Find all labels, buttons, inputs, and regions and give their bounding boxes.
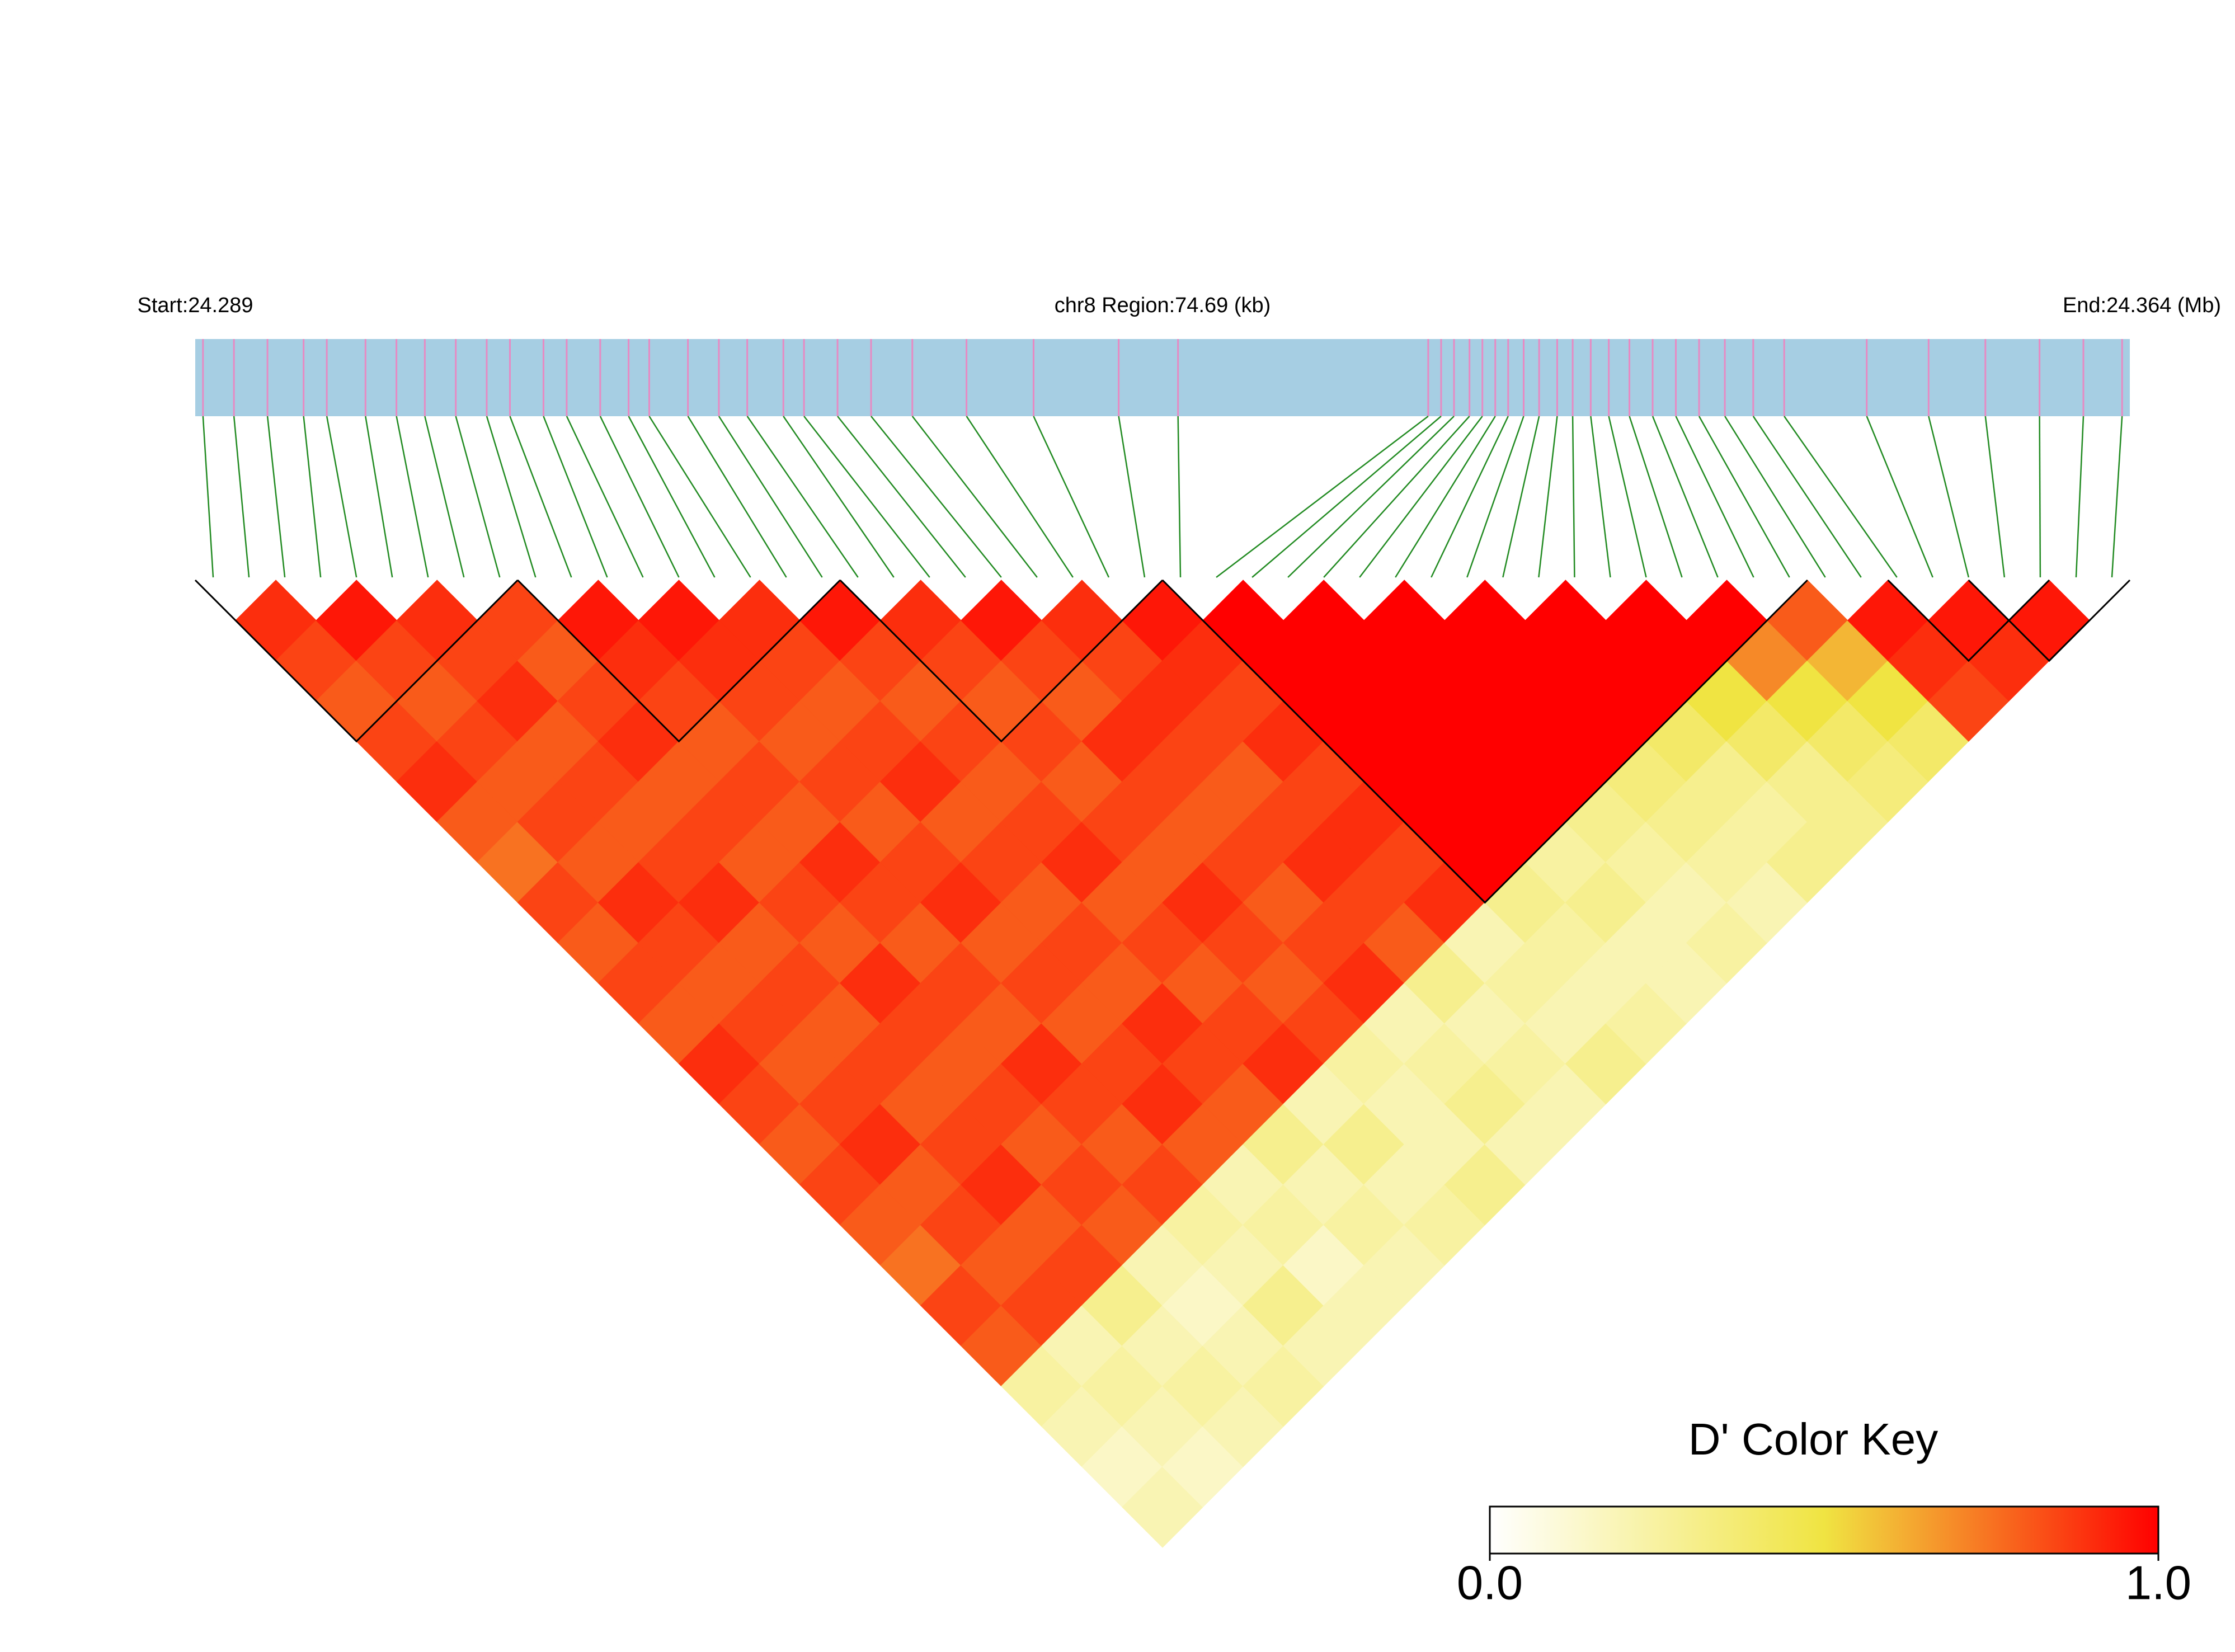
snp-connector: [566, 416, 644, 578]
snp-connector: [424, 416, 465, 578]
snp-connector: [326, 416, 357, 578]
snp-connector: [1984, 416, 2006, 578]
snp-connector: [1651, 416, 1719, 578]
snp-connector: [746, 416, 859, 578]
snp-connector: [1571, 416, 1575, 578]
start-label: Start:24.289: [137, 294, 253, 317]
snp-connector: [1784, 416, 1898, 578]
snp-connector: [2111, 416, 2123, 578]
snp-connector: [1608, 416, 1647, 578]
end-label: End:24.364 (Mb): [2063, 294, 2221, 317]
ld-block: [1968, 579, 2131, 662]
snp-connector: [1629, 416, 1683, 578]
snp-connector: [1251, 416, 1442, 578]
snp-connector: [1928, 416, 1970, 578]
ld-block: [517, 579, 841, 743]
snp-connector: [599, 416, 680, 578]
snp-connector: [1502, 416, 1540, 578]
snp-connector: [966, 416, 1074, 578]
snp-connector: [233, 416, 250, 578]
snp-connector: [1538, 416, 1558, 578]
snp-connector: [911, 416, 1038, 578]
snp-connector: [628, 416, 716, 578]
snp-connector: [1216, 416, 1429, 578]
snp-connector: [1866, 416, 1933, 578]
ld-block: [1887, 579, 2050, 662]
snp-connector: [803, 416, 930, 578]
snp-connector: [509, 416, 572, 578]
region-label: chr8 Region:74.69 (kb): [1055, 294, 1271, 317]
snp-connector: [871, 416, 1002, 578]
key-tick-label: 0.0: [1457, 1556, 1523, 1609]
snp-connector: [1323, 416, 1470, 578]
snp-connector: [303, 416, 322, 578]
snp-connector: [486, 416, 537, 578]
snp-connector: [1287, 416, 1455, 578]
snp-connector: [266, 416, 286, 578]
snp-connector: [2075, 416, 2085, 578]
snp-connector: [1698, 416, 1790, 578]
snp-connector: [1466, 416, 1524, 578]
ld-block: [194, 579, 519, 743]
snp-connector: [202, 416, 214, 578]
snp-connector: [1724, 416, 1826, 578]
snp-connector: [1359, 416, 1483, 578]
snp-connector: [1118, 416, 1146, 578]
snp-connector: [365, 416, 393, 578]
snp-connector: [455, 416, 501, 578]
snp-connector: [1752, 416, 1862, 578]
key-title: D' Color Key: [1688, 1414, 1938, 1464]
snp-connector: [1033, 416, 1110, 578]
position-bar: [195, 339, 2130, 416]
ld-block: [839, 579, 1164, 743]
ld-block: [1161, 579, 1808, 904]
snp-connector: [837, 416, 966, 578]
key-tick-label: 1.0: [2125, 1556, 2191, 1609]
snp-connector: [543, 416, 608, 578]
snp-connector: [1177, 416, 1182, 578]
color-key: [1489, 1505, 2159, 1555]
snp-connector: [1590, 416, 1611, 578]
snp-connector: [396, 416, 429, 578]
snp-connector: [1431, 416, 1509, 578]
snp-connector: [648, 416, 751, 578]
snp-connector: [1675, 416, 1754, 578]
snp-connector: [718, 416, 823, 578]
snp-connector: [1395, 416, 1496, 578]
snp-connector: [783, 416, 895, 578]
snp-connector: [687, 416, 787, 578]
